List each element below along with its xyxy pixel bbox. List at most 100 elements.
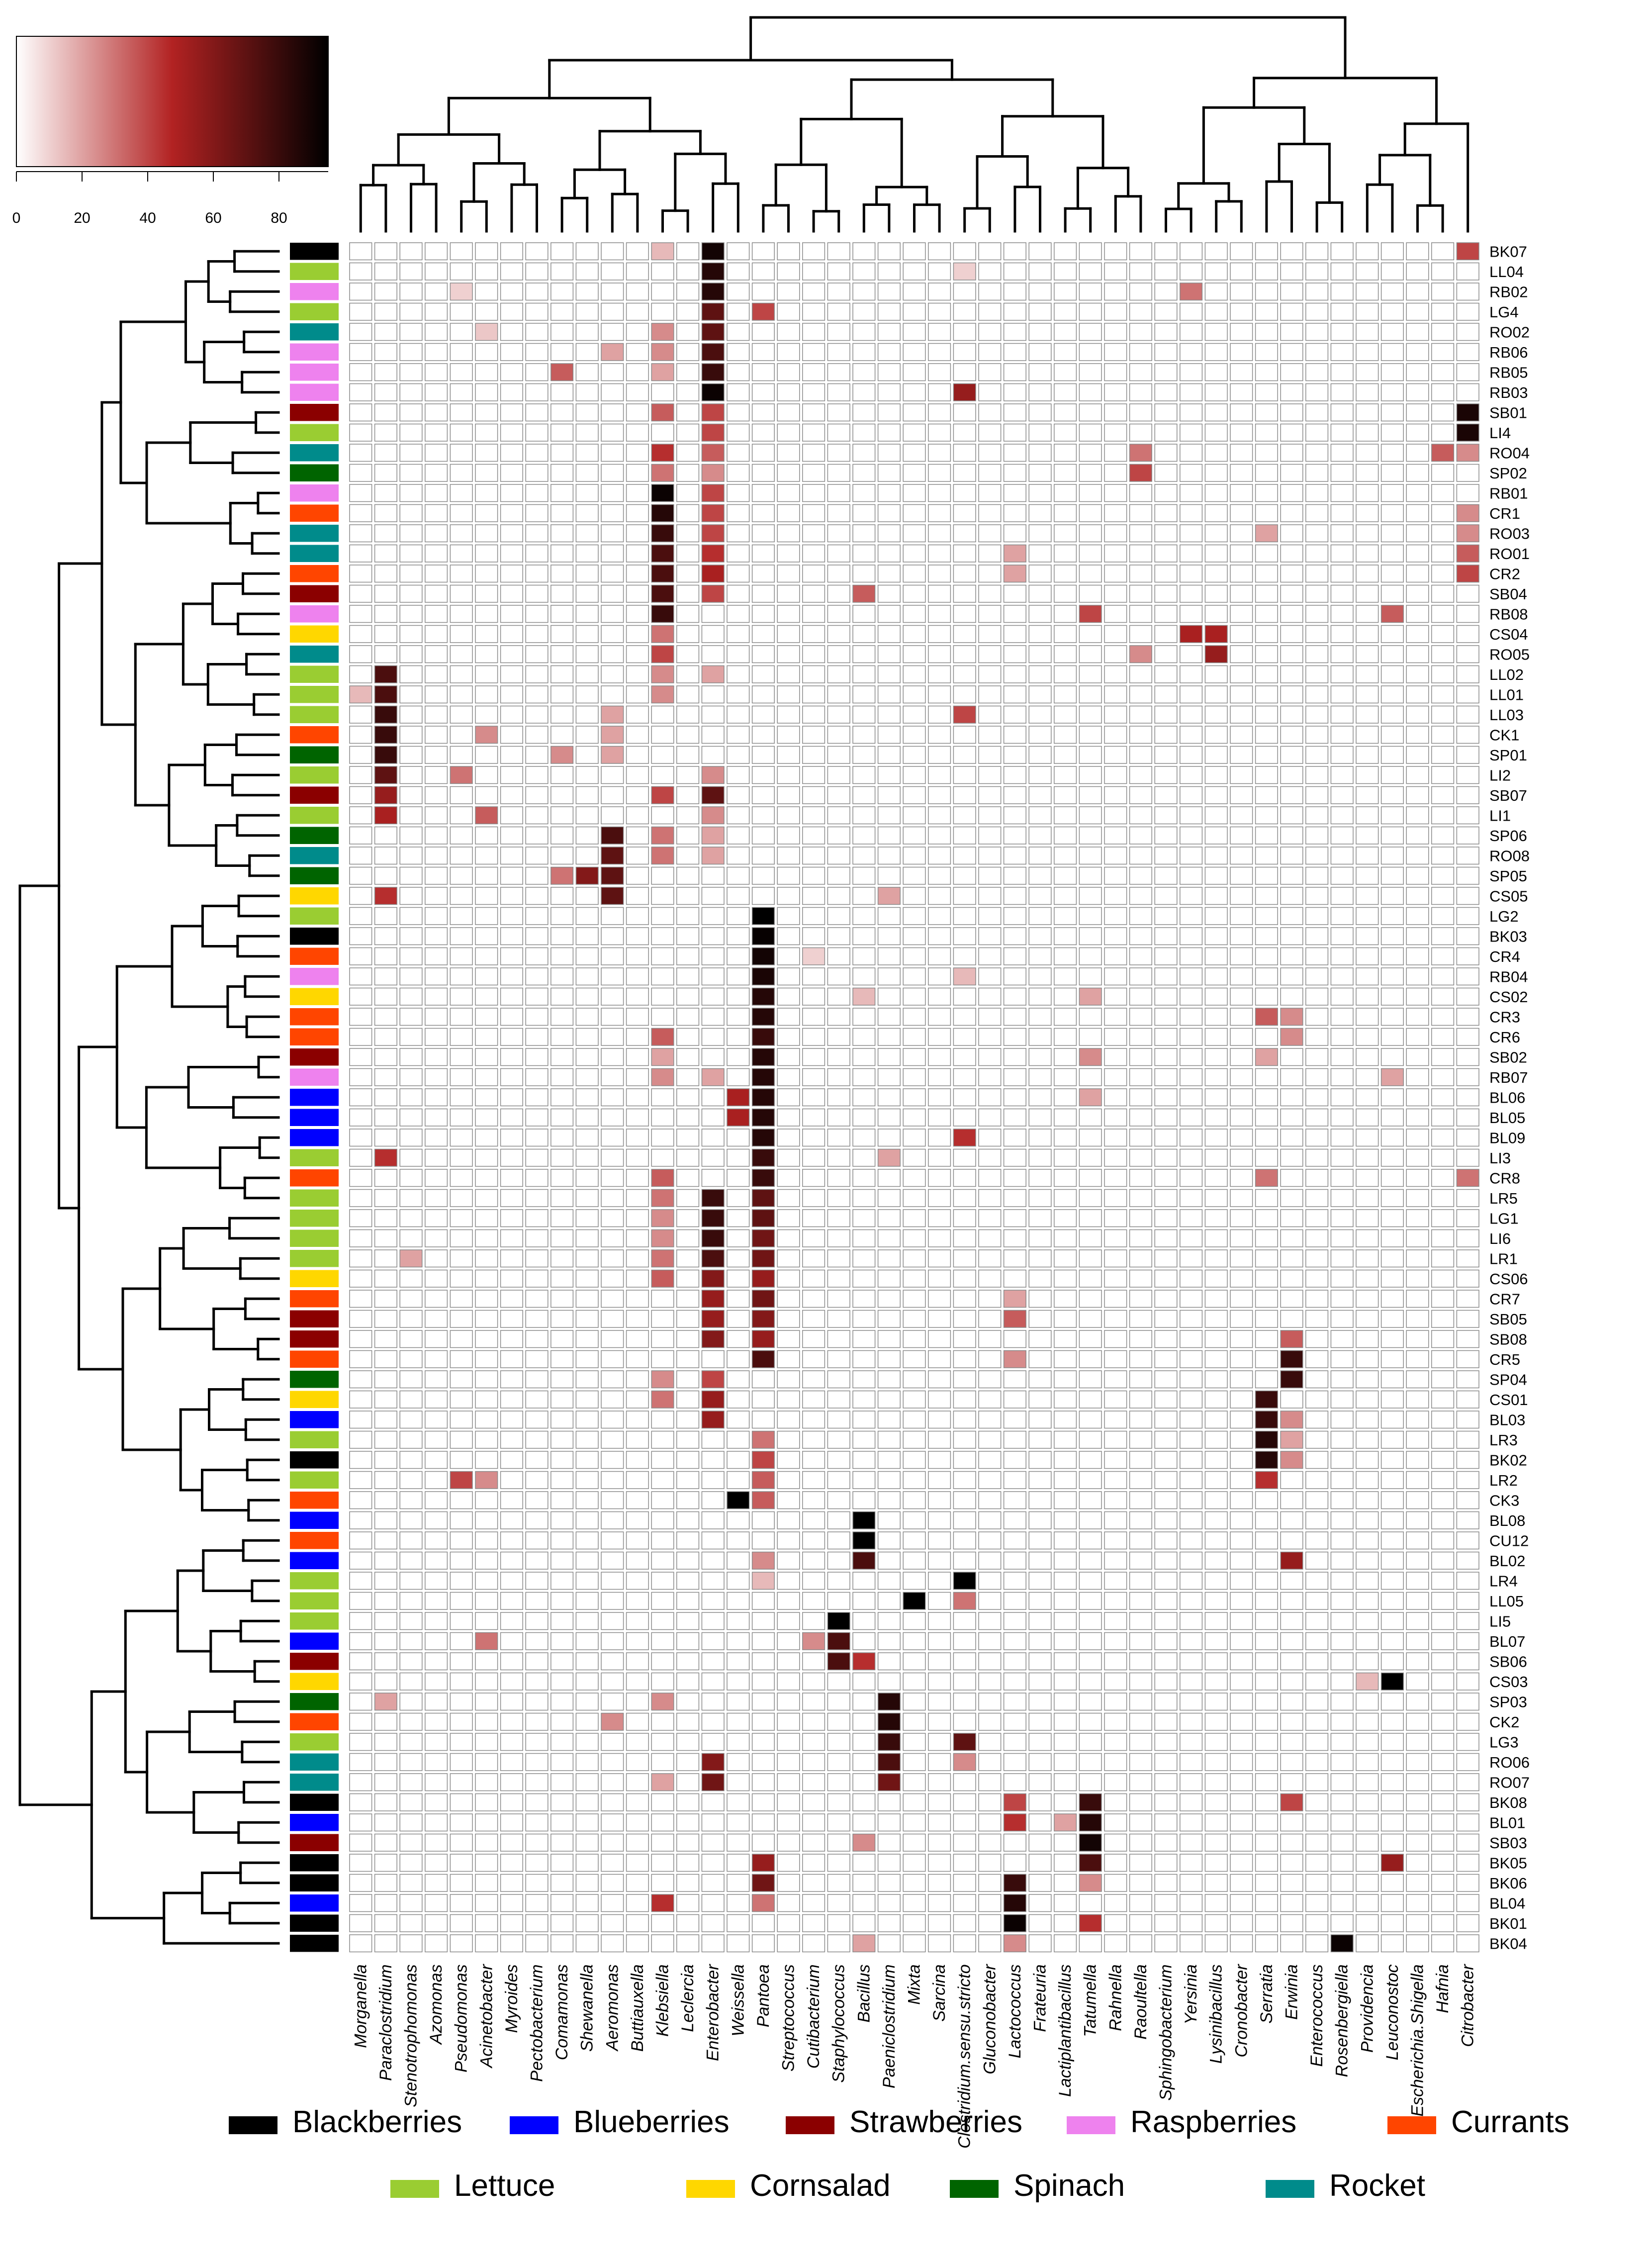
heatmap-cell (525, 967, 549, 986)
heatmap-cell (953, 1471, 976, 1489)
heatmap-cell (601, 1350, 624, 1368)
heatmap-cell (852, 242, 876, 261)
heatmap-cell (1079, 1471, 1102, 1489)
heatmap-cell (1028, 625, 1052, 643)
heatmap-cell (525, 625, 549, 643)
heatmap-cell (374, 524, 397, 543)
heatmap-cell (802, 1612, 826, 1630)
heatmap-cell (727, 746, 750, 764)
heatmap-cell (802, 826, 826, 845)
heatmap-cell (1406, 1531, 1429, 1550)
heatmap-cell (651, 786, 674, 804)
heatmap-cell (1305, 544, 1329, 563)
heatmap-cell (525, 645, 549, 663)
heatmap-cell (475, 403, 498, 422)
heatmap-cell (651, 283, 674, 301)
heatmap-cell (1280, 806, 1303, 825)
heatmap-cell (1431, 1652, 1455, 1671)
row-group-swatch (290, 1149, 339, 1166)
heatmap-cell (1154, 1229, 1178, 1247)
heatmap-cell (626, 1672, 649, 1691)
heatmap-cell (802, 1249, 826, 1268)
heatmap-cell (1406, 444, 1429, 462)
heatmap-cell (903, 1854, 926, 1872)
heatmap-cell (1380, 423, 1404, 442)
heatmap-cell (1431, 1310, 1455, 1328)
heatmap-cell (928, 1551, 951, 1570)
heatmap-cell (575, 1370, 599, 1389)
heatmap-cell (827, 1712, 850, 1731)
heatmap-cell (1204, 1330, 1228, 1348)
heatmap-cell (1456, 1411, 1479, 1429)
heatmap-cell (827, 665, 850, 683)
heatmap-cell (802, 1672, 826, 1691)
heatmap-cell (777, 1108, 800, 1127)
heatmap-cell (1104, 887, 1127, 905)
heatmap-cell (601, 302, 624, 321)
heatmap-cell (1255, 685, 1278, 704)
heatmap-cell (953, 826, 976, 845)
heatmap-cell (1104, 1189, 1127, 1207)
heatmap-cell (525, 1129, 549, 1147)
heatmap-cell (903, 705, 926, 724)
heatmap-cell (651, 1350, 674, 1368)
heatmap-cell (928, 363, 951, 381)
heatmap-cell (953, 1108, 976, 1127)
heatmap-cell (1003, 1148, 1026, 1167)
heatmap-cell (1330, 947, 1354, 965)
heatmap-cell (928, 1008, 951, 1026)
heatmap-cell (903, 806, 926, 825)
heatmap-cell (751, 1008, 775, 1026)
heatmap-cell (802, 1793, 826, 1811)
heatmap-cell (1129, 887, 1152, 905)
heatmap-cell (601, 1451, 624, 1469)
heatmap-cell (1280, 726, 1303, 744)
row-group-swatch (290, 867, 339, 884)
heatmap-cell (852, 484, 876, 502)
heatmap-cell (374, 1370, 397, 1389)
heatmap-cell (802, 1491, 826, 1509)
heatmap-cell (1079, 242, 1102, 261)
heatmap-cell (551, 685, 574, 704)
heatmap-cell (1280, 1068, 1303, 1086)
heatmap-cell (450, 866, 473, 885)
heatmap-cell (1154, 283, 1178, 301)
heatmap-cell (1028, 1310, 1052, 1328)
heatmap-cell (1028, 1148, 1052, 1167)
heatmap-cell (1406, 1672, 1429, 1691)
heatmap-cell (1230, 1249, 1253, 1268)
column-dendrogram (359, 16, 1469, 233)
heatmap-cell (475, 1430, 498, 1449)
heatmap-cell (978, 1672, 1002, 1691)
heatmap-cell (525, 423, 549, 442)
heatmap-cell (1180, 1430, 1203, 1449)
heatmap-cell (1079, 302, 1102, 321)
heatmap-cell (928, 423, 951, 442)
heatmap-cell (1204, 947, 1228, 965)
heatmap-cell (1255, 1894, 1278, 1912)
heatmap-cell (676, 1411, 700, 1429)
heatmap-cell (802, 625, 826, 643)
heatmap-cell (1356, 1471, 1379, 1489)
heatmap-cell (475, 1068, 498, 1086)
heatmap-cell (1129, 1269, 1152, 1288)
heatmap-cell (450, 685, 473, 704)
heatmap-cell (1330, 1894, 1354, 1912)
heatmap-cell (727, 1733, 750, 1751)
heatmap-cell (852, 1068, 876, 1086)
heatmap-cell (676, 1169, 700, 1187)
column-label: Pseudomonas (452, 1965, 471, 2073)
heatmap-cell (1330, 1108, 1354, 1127)
heatmap-cell (1280, 947, 1303, 965)
heatmap-cell (903, 1874, 926, 1892)
heatmap-cell (1255, 987, 1278, 1006)
heatmap-cell (727, 1209, 750, 1227)
heatmap-cell (1456, 1189, 1479, 1207)
heatmap-cell (978, 1632, 1002, 1650)
heatmap-cell (425, 1088, 448, 1107)
heatmap-cell (1305, 1108, 1329, 1127)
heatmap-cell (500, 1108, 523, 1127)
heatmap-cell (1180, 1068, 1203, 1086)
heatmap-cell (399, 685, 423, 704)
heatmap-cell (1456, 544, 1479, 563)
